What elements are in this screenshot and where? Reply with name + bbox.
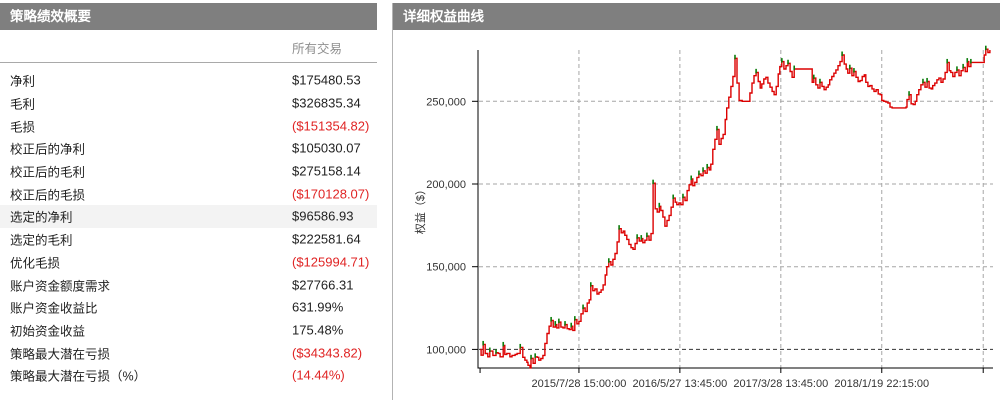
column-header-all-trades: 所有交易 (292, 42, 343, 56)
x-tick-label: 2018/1/19 22:15:00 (834, 378, 929, 390)
table-row[interactable]: 选定的毛利 $222581.64 (0, 228, 377, 251)
row-label: 账户资金收益比 (10, 301, 98, 316)
row-value: ($34343.82) (292, 345, 363, 361)
row-label: 校正后的净利 (10, 142, 86, 157)
x-tick-label: 2015/7/28 15:00:00 (532, 378, 627, 390)
x-tick-label: 2017/3/28 13:45:00 (733, 378, 828, 390)
summary-panel-title: 策略绩效概要 (10, 9, 91, 24)
row-label: 选定的毛利 (10, 233, 73, 248)
row-value: ($151354.82) (292, 118, 370, 134)
table-row[interactable]: 策略最大潜在亏损（%） (14.44%) (0, 364, 377, 387)
column-header-underline (0, 62, 377, 63)
row-label: 账户资金额度需求 (10, 279, 111, 294)
row-label: 策略最大潜在亏损 (10, 347, 111, 362)
row-value: $105030.07 (292, 140, 361, 156)
table-row[interactable]: 优化毛损 ($125994.71) (0, 251, 377, 274)
chart-panel-header: 详细权益曲线 (393, 3, 1000, 30)
row-label: 选定的净利 (10, 210, 73, 225)
chart-panel-title: 详细权益曲线 (403, 9, 484, 24)
row-value: $275158.14 (292, 163, 361, 179)
table-row[interactable]: 选定的净利 $96586.93 (0, 205, 377, 228)
row-value: 175.48% (292, 322, 344, 338)
row-label: 毛损 (10, 120, 36, 135)
x-tick-label: 2016/5/27 13:45:00 (632, 378, 727, 390)
y-tick-label: 150,000 (426, 262, 466, 274)
table-row[interactable]: 策略最大潜在亏损 ($34343.82) (0, 341, 377, 364)
table-row[interactable]: 校正后的毛利 $275158.14 (0, 160, 377, 183)
row-value: $222581.64 (292, 231, 361, 247)
axes (477, 50, 993, 369)
table-row[interactable]: 账户资金收益比 631.99% (0, 296, 377, 319)
table-row[interactable]: 毛利 $326835.34 (0, 92, 377, 115)
row-value: ($170128.07) (292, 186, 370, 202)
y-tick-label: 200,000 (426, 179, 466, 191)
row-value: 631.99% (292, 299, 344, 315)
row-value: ($125994.71) (292, 254, 370, 270)
row-label: 优化毛损 (10, 256, 61, 271)
table-row[interactable]: 净利 $175480.53 (0, 69, 377, 92)
equity-curve-line (480, 48, 991, 369)
row-label: 初始资金收益 (10, 324, 86, 339)
row-label: 毛利 (10, 97, 36, 112)
equity-curve-chart: 100,000 150,000 200,000 250,000 2015/7/28 15… (392, 0, 1000, 400)
y-axis-title: 权益（$） (413, 184, 427, 234)
table-row[interactable]: 初始资金收益 175.48% (0, 319, 377, 342)
row-value: $27766.31 (292, 277, 354, 293)
row-value: $96586.93 (292, 208, 354, 224)
table-row[interactable]: 毛损 ($151354.82) (0, 114, 377, 137)
table-row[interactable]: 校正后的净利 $105030.07 (0, 137, 377, 160)
y-tick-label: 100,000 (426, 344, 466, 356)
summary-panel-header: 策略绩效概要 (0, 3, 377, 30)
row-label: 净利 (10, 74, 36, 89)
row-label: 校正后的毛利 (10, 165, 86, 180)
row-value: (14.44%) (292, 367, 345, 383)
table-row[interactable]: 账户资金额度需求 $27766.31 (0, 273, 377, 296)
y-tick-label: 250,000 (426, 96, 466, 108)
row-value: $326835.34 (292, 95, 361, 111)
panel-divider (392, 3, 393, 400)
performance-summary-table: 净利 $175480.53 毛利 $326835.34 毛损 ($151354.82) 校正… (0, 64, 377, 387)
table-row[interactable]: 校正后的毛损 ($170128.07) (0, 182, 377, 205)
row-label: 校正后的毛损 (10, 188, 86, 203)
row-label: 策略最大潜在亏损（%） (10, 369, 147, 384)
equity-curve-svg: 100,000 150,000 200,000 250,000 2015/7/28 15… (413, 45, 993, 390)
row-value: $175480.53 (292, 72, 361, 88)
